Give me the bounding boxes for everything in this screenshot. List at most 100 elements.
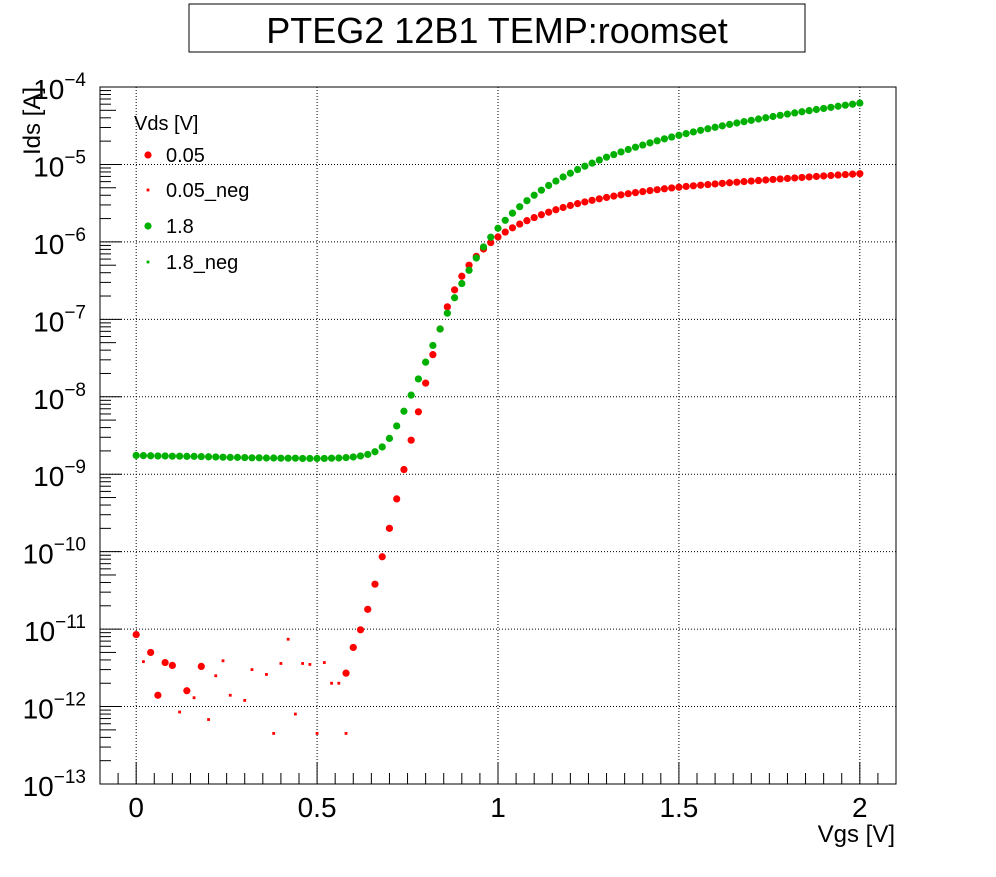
data-point	[407, 436, 415, 444]
data-point	[682, 182, 690, 191]
data-point	[465, 266, 473, 274]
x-tick-label: 2	[852, 792, 868, 823]
y-tick-base: 10	[24, 616, 55, 647]
data-point	[315, 732, 319, 735]
series-0.05	[132, 170, 864, 699]
data-point	[284, 454, 292, 462]
data-point	[378, 553, 386, 561]
data-point	[337, 681, 341, 685]
data-point	[624, 190, 632, 198]
y-tick-exponent: −6	[64, 225, 86, 246]
data-point	[465, 261, 473, 269]
data-point	[243, 699, 247, 702]
data-point	[668, 133, 676, 141]
data-point	[762, 114, 770, 122]
data-point	[501, 216, 509, 224]
y-axis-label: Ids [A]	[19, 87, 46, 155]
data-point	[631, 143, 640, 151]
data-point	[588, 159, 596, 167]
y-tick-label: 10−13	[23, 767, 86, 802]
data-point	[711, 123, 719, 131]
data-point	[747, 116, 755, 124]
y-tick-label: 10−12	[23, 690, 86, 725]
data-point	[349, 643, 357, 652]
legend-label: 1.8	[166, 216, 194, 238]
data-point	[624, 145, 632, 154]
data-point	[458, 272, 466, 280]
data-point	[588, 196, 596, 204]
y-tick-base: 10	[33, 384, 64, 415]
data-point	[653, 137, 661, 145]
data-point	[501, 228, 509, 236]
data-point	[308, 663, 312, 666]
data-point	[841, 101, 849, 109]
data-point	[335, 454, 343, 462]
data-point	[516, 203, 524, 211]
data-point	[827, 171, 835, 180]
data-point	[834, 102, 842, 110]
data-point	[212, 453, 220, 461]
title-frame	[188, 3, 806, 53]
data-point	[617, 191, 625, 199]
data-point	[255, 454, 263, 462]
data-point	[197, 662, 205, 670]
data-point	[791, 174, 799, 182]
data-point	[414, 408, 422, 416]
data-point	[479, 243, 488, 251]
data-point	[450, 286, 459, 294]
data-point	[139, 451, 148, 460]
data-point	[207, 718, 210, 721]
data-point	[436, 325, 444, 333]
data-point	[154, 452, 162, 460]
data-point	[168, 452, 176, 460]
data-point	[279, 662, 283, 665]
data-point	[371, 448, 379, 456]
data-point	[356, 626, 365, 634]
data-point	[704, 180, 712, 189]
data-point	[248, 454, 256, 462]
data-point	[856, 99, 864, 107]
y-tick-exponent: −4	[64, 70, 86, 91]
data-point	[646, 186, 654, 195]
data-point	[450, 294, 459, 302]
data-point	[639, 141, 647, 149]
y-tick-label: 10−6	[33, 225, 86, 260]
series-1.8	[132, 99, 864, 463]
data-point	[566, 201, 574, 210]
data-point	[132, 451, 140, 460]
data-point	[805, 173, 813, 181]
data-point	[805, 107, 813, 115]
data-point	[508, 209, 517, 217]
data-point	[443, 303, 451, 311]
data-point	[754, 115, 763, 123]
y-tick-base: 10	[33, 74, 64, 105]
data-point	[385, 524, 394, 532]
data-point	[530, 191, 538, 199]
data-point	[689, 182, 697, 190]
data-point	[371, 580, 379, 588]
data-point	[147, 452, 155, 460]
data-point	[378, 443, 386, 451]
chart-title: PTEG2 12B1 TEMP:roomset	[266, 10, 728, 51]
data-point	[414, 375, 422, 383]
data-point	[142, 660, 145, 664]
data-point	[472, 254, 480, 262]
data-point	[733, 119, 741, 127]
data-point	[646, 139, 654, 147]
data-point	[330, 681, 333, 685]
data-point	[631, 188, 640, 197]
data-point	[443, 309, 451, 317]
y-tick-base: 10	[23, 539, 54, 570]
legend: Vds [V] 0.05 0.05_neg 1.8 1.8_neg	[134, 113, 249, 274]
data-point	[241, 453, 249, 462]
data-point	[834, 171, 842, 179]
y-tick-label: 10−5	[33, 147, 86, 182]
data-point	[595, 195, 603, 203]
data-point	[154, 691, 162, 699]
data-point	[422, 379, 430, 387]
data-point	[697, 126, 705, 134]
data-point	[704, 125, 712, 133]
y-tick-label: 10−10	[23, 535, 86, 570]
data-point	[827, 103, 835, 111]
